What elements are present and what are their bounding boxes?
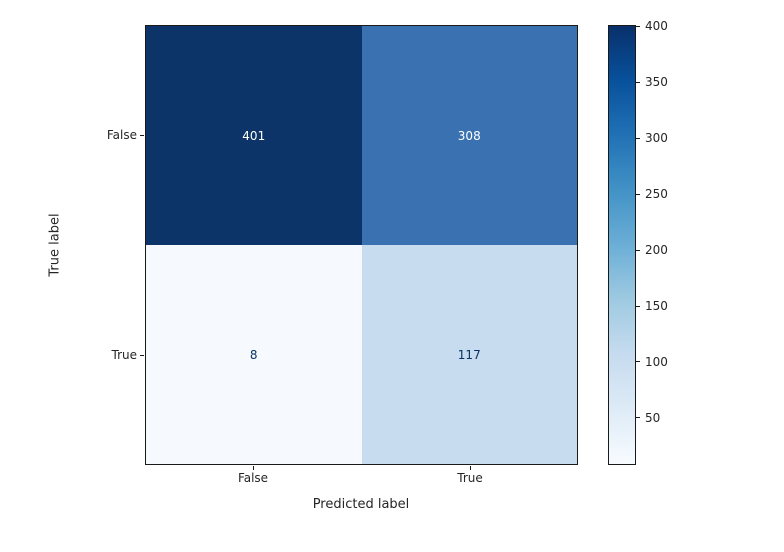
- colorbar-tick-label: 100: [636, 355, 668, 369]
- colorbar-tick-mark: [636, 249, 640, 251]
- y-tick-mark: [140, 135, 144, 136]
- cell-value: 8: [249, 347, 258, 362]
- colorbar-tick-label: 200: [636, 243, 668, 257]
- x-tick-mark: [470, 466, 471, 470]
- x-tick-label-true: True: [457, 471, 483, 485]
- colorbar-tick-mark: [636, 361, 640, 363]
- heatmap-cell-10: 8: [146, 245, 362, 464]
- colorbar-tick-mark: [636, 193, 640, 195]
- cell-value: 401: [242, 128, 266, 143]
- colorbar-ticks: 400 350 300 250 200 150 100 50: [636, 19, 696, 465]
- heatmap-cell-00: 401: [146, 26, 362, 245]
- colorbar: [608, 25, 636, 465]
- x-tick-label-false: False: [237, 471, 269, 485]
- y-tick-label-true: True: [111, 348, 138, 362]
- heatmap-cell-11: 117: [361, 245, 577, 464]
- colorbar-tick-label: 400: [636, 19, 668, 33]
- colorbar-tick-label: 150: [636, 299, 668, 313]
- y-axis-title: True label: [47, 213, 63, 277]
- colorbar-tick-label: 300: [636, 131, 668, 145]
- colorbar-tick-label: 50: [636, 411, 660, 425]
- cell-value: 117: [457, 347, 481, 362]
- heatmap-cell-01: 308: [361, 26, 577, 245]
- y-tick-label-false: False: [106, 128, 137, 142]
- colorbar-tick-mark: [636, 417, 640, 419]
- colorbar-tick-mark: [636, 81, 640, 83]
- colorbar-tick-mark: [636, 305, 640, 307]
- heatmap-plot: 401 308 8 117: [145, 25, 578, 465]
- x-axis-title: Predicted label: [312, 497, 410, 512]
- colorbar-tick-label: 250: [636, 187, 668, 201]
- colorbar-tick-mark: [636, 137, 640, 139]
- x-tick-mark: [253, 466, 254, 470]
- cell-value: 308: [457, 128, 481, 143]
- y-tick-mark: [140, 355, 144, 356]
- colorbar-tick-label: 350: [636, 75, 668, 89]
- colorbar-tick-mark: [636, 25, 640, 27]
